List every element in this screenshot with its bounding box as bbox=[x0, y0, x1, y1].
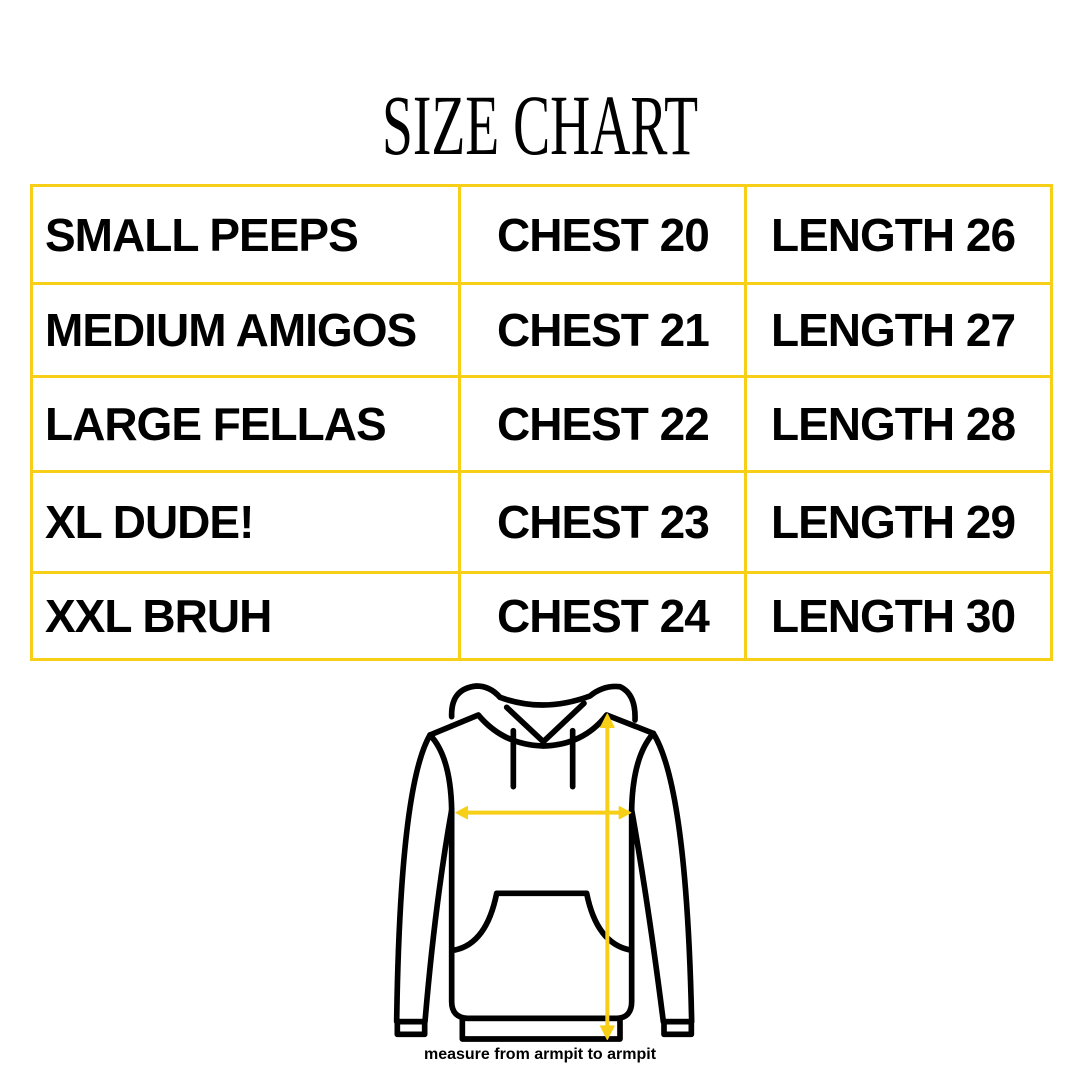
chest-cell: CHEST 23 bbox=[458, 470, 747, 574]
measure-arrows bbox=[455, 713, 632, 1040]
table-row: SMALL PEEPS CHEST 20 LENGTH 26 bbox=[30, 184, 1053, 285]
size-cell: XL DUDE! bbox=[30, 470, 461, 574]
length-cell: LENGTH 29 bbox=[744, 470, 1053, 574]
size-cell: LARGE FELLAS bbox=[30, 375, 461, 473]
chest-value: CHEST 24 bbox=[497, 590, 710, 642]
chest-value: CHEST 23 bbox=[497, 496, 710, 548]
length-value: LENGTH 28 bbox=[771, 398, 1016, 450]
size-table: SMALL PEEPS CHEST 20 LENGTH 26 MEDIUM AM… bbox=[30, 184, 1053, 661]
chest-value: CHEST 21 bbox=[497, 304, 710, 356]
length-cell: LENGTH 26 bbox=[744, 184, 1053, 285]
size-label: SMALL PEEPS bbox=[45, 208, 359, 261]
chest-cell: CHEST 21 bbox=[458, 282, 747, 378]
size-label: XL DUDE! bbox=[45, 496, 254, 548]
size-cell: SMALL PEEPS bbox=[30, 184, 461, 285]
chest-cell: CHEST 20 bbox=[458, 184, 747, 285]
length-value: LENGTH 26 bbox=[771, 208, 1016, 261]
size-label: XXL BRUH bbox=[45, 590, 272, 642]
length-value: LENGTH 29 bbox=[771, 496, 1016, 548]
size-cell: XXL BRUH bbox=[30, 571, 461, 661]
table-row: LARGE FELLAS CHEST 22 LENGTH 28 bbox=[30, 375, 1053, 473]
length-cell: LENGTH 27 bbox=[744, 282, 1053, 378]
chest-value: CHEST 22 bbox=[497, 398, 710, 450]
hoodie-measurement-icon bbox=[393, 683, 695, 1042]
length-cell: LENGTH 30 bbox=[744, 571, 1053, 661]
page-title: SIZE CHART bbox=[382, 84, 698, 160]
size-cell: MEDIUM AMIGOS bbox=[30, 282, 461, 378]
table-row: XL DUDE! CHEST 23 LENGTH 29 bbox=[30, 470, 1053, 574]
hoodie-outline bbox=[393, 683, 695, 1042]
size-label: MEDIUM AMIGOS bbox=[45, 304, 417, 356]
chest-value: CHEST 20 bbox=[497, 208, 710, 261]
length-cell: LENGTH 28 bbox=[744, 375, 1053, 473]
size-label: LARGE FELLAS bbox=[45, 398, 387, 450]
chest-cell: CHEST 22 bbox=[458, 375, 747, 473]
length-value: LENGTH 30 bbox=[771, 590, 1016, 642]
length-value: LENGTH 27 bbox=[771, 304, 1016, 356]
table-row: XXL BRUH CHEST 24 LENGTH 30 bbox=[30, 571, 1053, 661]
table-row: MEDIUM AMIGOS CHEST 21 LENGTH 27 bbox=[30, 282, 1053, 378]
measure-caption: measure from armpit to armpit bbox=[423, 1046, 657, 1063]
title-text: SIZE CHART bbox=[382, 84, 698, 160]
chest-cell: CHEST 24 bbox=[458, 571, 747, 661]
